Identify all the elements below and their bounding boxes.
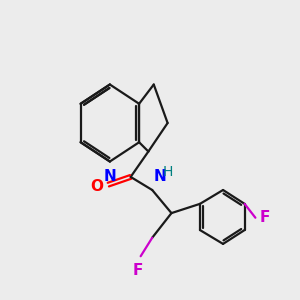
Text: H: H bbox=[162, 165, 172, 179]
Text: O: O bbox=[90, 178, 103, 194]
Text: N: N bbox=[154, 169, 167, 184]
Text: F: F bbox=[132, 263, 143, 278]
Text: N: N bbox=[103, 169, 116, 184]
Text: F: F bbox=[259, 210, 270, 225]
